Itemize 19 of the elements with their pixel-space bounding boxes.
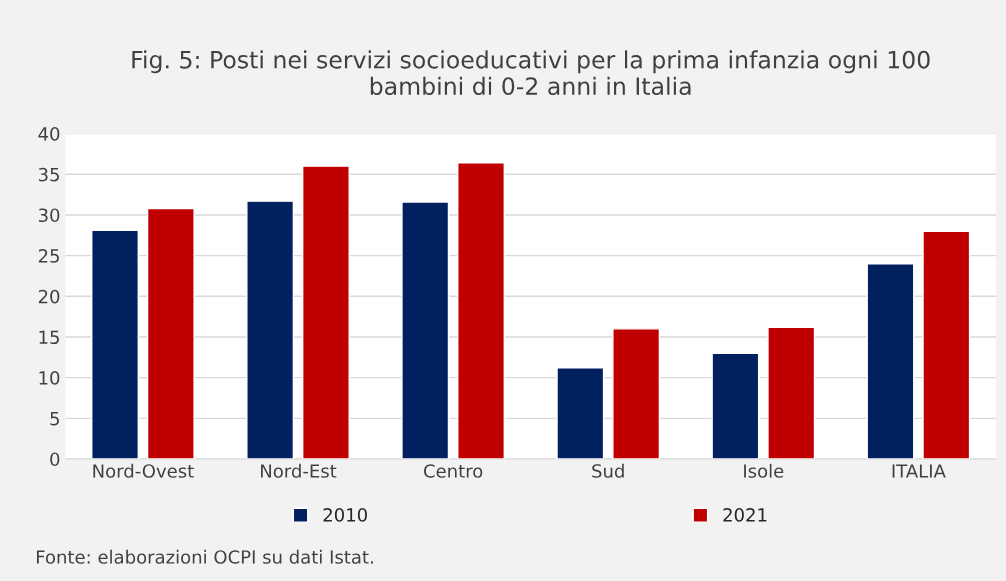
x-tick-label: Isole [744, 463, 784, 478]
y-tick-label: 20 [38, 289, 60, 304]
y-tick-label: 15 [39, 330, 59, 345]
source-note: Fonte: elaborazioni OCPI su dati Istat. [36, 549, 373, 564]
y-tick-label: 0 [50, 452, 60, 467]
x-tick-label: ITALIA [892, 464, 946, 478]
legend-label: 2021 [723, 508, 767, 522]
y-tick-label: 25 [38, 249, 59, 263]
y-tick-label: 35 [38, 167, 59, 182]
y-tick-label: 5 [50, 412, 59, 426]
y-tick-label: 10 [39, 371, 60, 385]
y-tick-label: 40 [38, 127, 60, 141]
x-tick-label: Sud [592, 463, 624, 478]
x-tick-label: Nord-Est [261, 463, 337, 478]
x-tick-label: Centro [423, 464, 483, 478]
chart-title: Fig. 5: Posti nei servizi socioeducativi per la prima infanzia ogni 100 bambini di 0-2 anni in Italia [132, 50, 930, 96]
legend-label: 2010 [323, 508, 367, 522]
x-tick-label: Nord-Ovest [93, 463, 194, 478]
y-tick-label: 30 [38, 208, 60, 223]
